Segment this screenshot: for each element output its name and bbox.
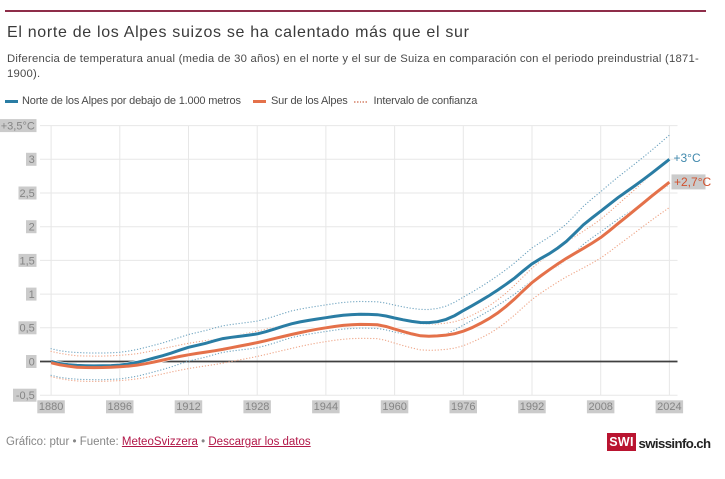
svg-text:1960: 1960: [382, 401, 406, 413]
svg-text:+3°C: +3°C: [674, 151, 701, 165]
svg-text:1880: 1880: [39, 401, 63, 413]
svg-text:1,5: 1,5: [20, 255, 35, 267]
svg-text:1928: 1928: [245, 401, 269, 413]
svg-text:0,5: 0,5: [20, 323, 35, 335]
svg-text:2008: 2008: [588, 401, 612, 413]
svg-text:1992: 1992: [520, 401, 544, 413]
svg-text:1896: 1896: [108, 401, 132, 413]
svg-text:-0,5: -0,5: [16, 390, 35, 402]
svg-text:1976: 1976: [451, 401, 475, 413]
svg-text:2: 2: [29, 222, 35, 234]
svg-text:1: 1: [29, 289, 35, 301]
svg-text:+2,7°C: +2,7°C: [674, 175, 711, 189]
svg-text:2,5: 2,5: [20, 188, 35, 200]
svg-text:3: 3: [29, 154, 35, 166]
svg-text:1912: 1912: [176, 401, 200, 413]
svg-text:1944: 1944: [314, 401, 338, 413]
svg-text:2024: 2024: [657, 401, 681, 413]
svg-text:0: 0: [29, 356, 35, 368]
svg-text:+3,5°C: +3,5°C: [1, 121, 35, 133]
